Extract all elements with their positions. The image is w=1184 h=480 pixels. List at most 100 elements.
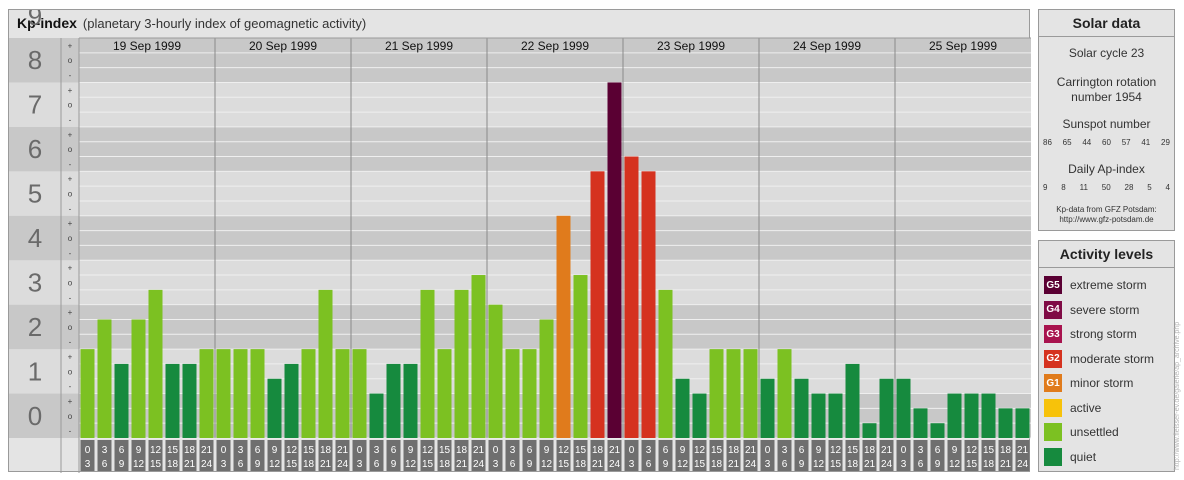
hour-start-label: 15	[575, 445, 587, 456]
solar-data-panel: Solar data Solar cycle 23 Carrington rot…	[1038, 9, 1175, 231]
hour-start-label: 6	[255, 445, 261, 456]
y-minor-tick: o	[68, 56, 73, 65]
kp-bar	[420, 289, 435, 438]
hour-cell	[522, 440, 537, 471]
y-minor-tick: +	[68, 264, 73, 273]
hour-start-label: 3	[646, 445, 652, 456]
sunspot-value: 41	[1141, 138, 1151, 147]
chart-title: Kp-index (planetary 3-hourly index of geo…	[17, 15, 367, 31]
activity-label: strong storm	[1070, 327, 1137, 341]
solar-cycle: Solar cycle 23	[1068, 46, 1145, 60]
hour-end-label: 6	[238, 459, 244, 470]
hour-cell	[760, 440, 775, 471]
hour-end-label: 6	[646, 459, 652, 470]
hour-cell	[692, 440, 707, 471]
kp-bar	[250, 349, 265, 438]
activity-level-item: quiet	[1044, 446, 1172, 468]
hour-end-label: 12	[269, 459, 281, 470]
hour-end-label: 15	[286, 459, 298, 470]
activity-label: severe storm	[1070, 302, 1140, 317]
hour-end-label: 3	[357, 459, 363, 470]
sunspot-value: 60	[1102, 138, 1111, 147]
hour-end-label: 3	[493, 459, 499, 470]
activity-label: minor storm	[1070, 376, 1134, 390]
kp-bar	[743, 349, 758, 438]
y-minor-tick: +	[68, 175, 73, 184]
hour-end-label: 21	[1000, 459, 1012, 470]
kp-bar	[369, 393, 384, 438]
hour-cell	[454, 440, 469, 471]
kp-bar	[471, 275, 486, 438]
kp-bar	[624, 156, 639, 439]
hour-start-label: 12	[966, 445, 978, 456]
hour-start-label: 9	[136, 445, 142, 456]
kp-bar	[97, 319, 112, 438]
hour-start-label: 3	[918, 445, 924, 456]
y-minor-tick: -	[69, 382, 72, 391]
hour-cell	[794, 440, 809, 471]
hour-cell	[250, 440, 265, 471]
y-minor-tick: -	[69, 338, 72, 347]
hour-end-label: 12	[949, 459, 961, 470]
hour-end-label: 9	[255, 459, 261, 470]
hour-end-label: 15	[966, 459, 978, 470]
hour-cell	[879, 440, 894, 471]
y-tick-label: 6	[28, 134, 42, 164]
y-tick-label: 5	[28, 179, 42, 209]
sunspot-value: 57	[1121, 138, 1131, 147]
y-minor-tick: +	[68, 41, 73, 50]
carrington-line-1: Carrington rotation	[1056, 75, 1157, 89]
activity-level-item: G3 strong storm	[1044, 323, 1172, 345]
hour-start-label: 21	[609, 445, 621, 456]
hour-cell	[624, 440, 639, 471]
y-minor-tick: +	[68, 219, 73, 228]
kp-bar	[114, 363, 129, 438]
kp-band	[9, 126, 1031, 172]
hour-cell	[641, 440, 656, 471]
hour-start-label: 6	[935, 445, 941, 456]
hour-start-label: 18	[728, 445, 740, 456]
activity-level-item: G4 severe storm	[1044, 299, 1172, 321]
hour-start-label: 12	[830, 445, 842, 456]
kp-bar	[964, 393, 979, 438]
activity-swatch: G1	[1044, 374, 1062, 392]
hour-start-label: 15	[439, 445, 451, 456]
hour-end-label: 3	[765, 459, 771, 470]
y-minor-tick: -	[69, 293, 72, 302]
hour-cell	[658, 440, 673, 471]
kp-bar	[284, 363, 299, 438]
hour-cell	[352, 440, 367, 471]
hour-cell	[80, 440, 95, 471]
y-tick-label: 1	[28, 356, 42, 386]
hour-start-label: 6	[663, 445, 669, 456]
kp-bar	[539, 319, 554, 438]
activity-level-item: G5 extreme storm	[1044, 274, 1172, 296]
sunspot-value: 86	[1043, 138, 1052, 147]
credit-line-1: Kp-data from GFZ Potsdam:	[1056, 205, 1157, 214]
hour-cell	[896, 440, 911, 471]
activity-level-item: G1 minor storm	[1044, 372, 1172, 394]
y-tick-label: 0	[28, 401, 42, 431]
hour-cell	[743, 440, 758, 471]
hour-end-label: 6	[102, 459, 108, 470]
y-minor-tick: +	[68, 308, 73, 317]
ap-value: 9	[1043, 183, 1048, 192]
hour-cell	[930, 440, 945, 471]
hour-cell	[845, 440, 860, 471]
kp-bar	[1015, 408, 1030, 438]
kp-bar	[454, 289, 469, 438]
kp-band	[9, 215, 1031, 261]
hour-cell	[301, 440, 316, 471]
hour-end-label: 15	[830, 459, 842, 470]
hour-cell	[709, 440, 724, 471]
hour-end-label: 9	[119, 459, 125, 470]
sunspot-value: 44	[1082, 138, 1092, 147]
kp-bar	[828, 393, 843, 438]
ap-value: 50	[1101, 183, 1111, 192]
day-label: 19 Sep 1999	[113, 39, 181, 53]
hour-start-label: 21	[337, 445, 349, 456]
hour-end-label: 3	[221, 459, 227, 470]
activity-swatch: G3	[1044, 325, 1062, 343]
y-tick-label: 7	[28, 90, 42, 120]
hour-cell	[573, 440, 588, 471]
